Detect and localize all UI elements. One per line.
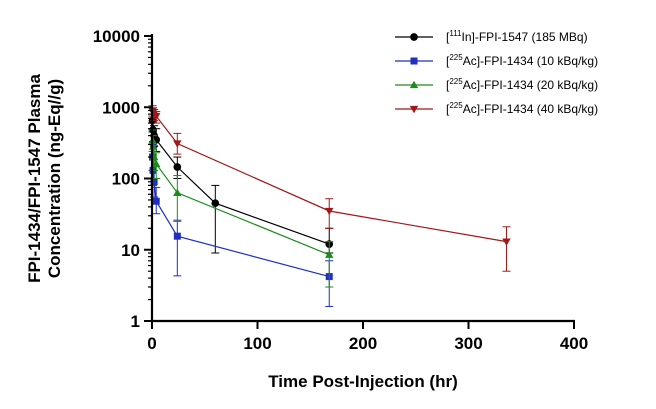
x-tick-label: 0	[147, 334, 156, 353]
data-point-ac40	[152, 113, 161, 121]
plot-area	[148, 105, 511, 307]
series-line-in111	[151, 120, 330, 245]
x-tick-label: 400	[560, 334, 588, 353]
data-point-ac40	[173, 140, 182, 148]
data-point-ac20	[152, 159, 161, 168]
data-point-ac10	[173, 232, 181, 240]
data-point-ac10	[150, 178, 158, 186]
data-point-ac40	[502, 238, 511, 246]
y-axis-title-line-2: Concentration (ng-Eq//g)	[45, 79, 64, 278]
axes: Time Post-Injection (hr) FPI-1434/FPI-15…	[25, 27, 588, 391]
series-line-ac10	[151, 157, 330, 278]
data-point-ac20	[325, 250, 334, 258]
x-tick-label: 300	[454, 334, 482, 353]
data-point-ac20	[173, 188, 182, 196]
legend-marker-ac20	[409, 80, 419, 89]
y-axis-title: FPI-1434/FPI-1547 Plasma Concentration (…	[25, 74, 64, 283]
data-point-in111	[173, 163, 182, 171]
legend-label-ac10: [225Ac]-FPI-1434 (10 kBq/kg)	[446, 53, 598, 68]
y-tick-label: 10000	[93, 27, 140, 46]
y-tick-label: 1	[131, 312, 140, 331]
y-axis-title-line-1: FPI-1434/FPI-1547 Plasma	[25, 74, 44, 283]
y-tick-label: 1000	[102, 98, 140, 117]
legend-marker-in111	[410, 33, 418, 41]
y-tick-label: 100	[112, 170, 140, 189]
legend-label-in111: [111In]-FPI-1547 (185 MBq)	[446, 29, 588, 44]
legend-label-ac20: [225Ac]-FPI-1434 (20 kBq/kg)	[446, 77, 598, 92]
data-point-ac40	[325, 207, 334, 216]
legend-marker-ac40	[409, 105, 419, 114]
legend-label-ac40: [225Ac]-FPI-1434 (40 kBq/kg)	[446, 101, 598, 116]
x-tick-label: 200	[349, 334, 377, 353]
data-point-in111	[211, 199, 220, 208]
legend-marker-ac10	[410, 57, 418, 65]
x-axis-title: Time Post-Injection (hr)	[268, 372, 458, 391]
x-tick-label: 100	[243, 334, 271, 353]
data-point-ac10	[152, 197, 160, 205]
y-tick-label: 10	[121, 241, 140, 260]
legend: [111In]-FPI-1547 (185 MBq) [225Ac]-FPI-14…	[395, 29, 598, 116]
